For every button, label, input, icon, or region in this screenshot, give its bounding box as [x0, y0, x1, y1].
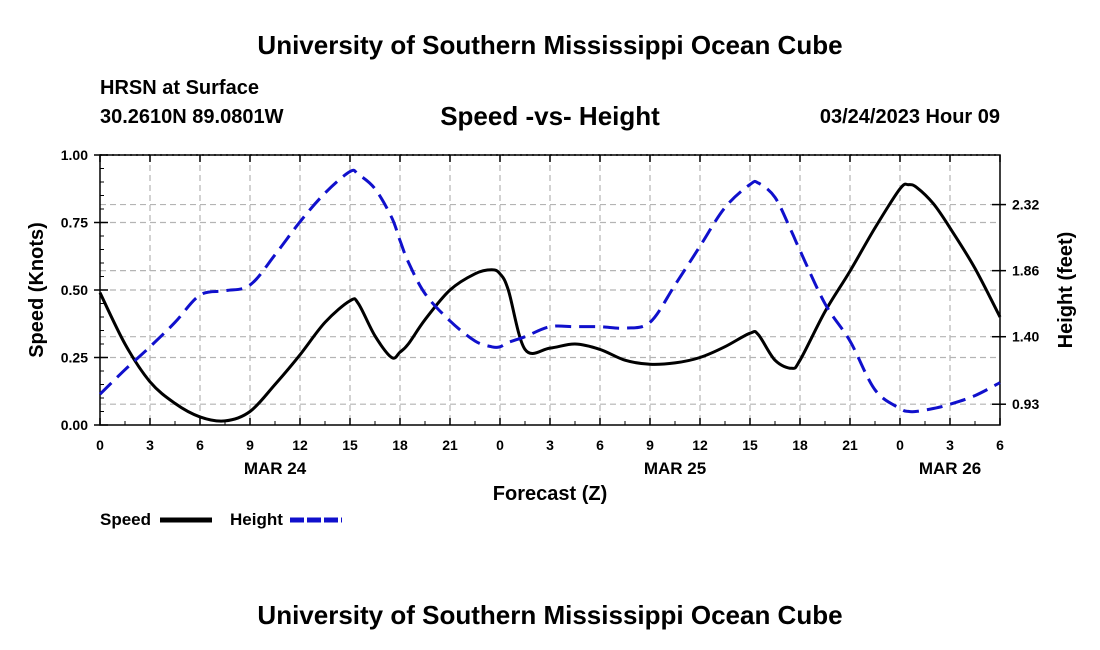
legend: Speed Height [100, 510, 342, 529]
date-label: MAR 26 [919, 459, 981, 478]
main-title: University of Southern Mississippi Ocean… [257, 30, 843, 60]
forecast-timestamp: 03/24/2023 Hour 09 [819, 106, 1000, 128]
x-tick-label: 0 [496, 437, 504, 453]
x-axis-title: Forecast (Z) [493, 483, 607, 505]
x-tick-label: 21 [442, 437, 458, 453]
series [98, 168, 1002, 423]
x-tick-label: 6 [196, 437, 204, 453]
x-tick-label: 3 [946, 437, 954, 453]
y-right-tick-label: 1.86 [1012, 263, 1039, 279]
series-line-speed [98, 182, 1002, 423]
y-right-tick-label: 1.40 [1012, 329, 1039, 345]
y-left-tick-label: 1.00 [61, 147, 88, 163]
x-tick-label: 18 [392, 437, 408, 453]
x-tick-label: 0 [896, 437, 904, 453]
x-tick-label: 0 [96, 437, 104, 453]
date-label: MAR 25 [644, 459, 706, 478]
grid [100, 154, 1000, 425]
x-tick-label: 3 [546, 437, 554, 453]
x-tick-label: 18 [792, 437, 808, 453]
y-right-tick-label: 2.32 [1012, 197, 1039, 213]
station-label: HRSN at Surface [100, 77, 259, 99]
x-tick-label: 9 [246, 437, 254, 453]
x-tick-label: 9 [646, 437, 654, 453]
legend-label-height: Height [230, 510, 283, 529]
x-tick-label: 15 [742, 437, 758, 453]
x-tick-label: 15 [342, 437, 358, 453]
x-tick-label: 6 [596, 437, 604, 453]
chart-title: Speed -vs- Height [440, 101, 660, 131]
axis-ticks [94, 154, 1006, 426]
y-right-tick-label: 0.93 [1012, 396, 1039, 412]
footer-title: University of Southern Mississippi Ocean… [257, 600, 843, 630]
y-left-tick-label: 0.50 [61, 282, 88, 298]
x-tick-label: 21 [842, 437, 858, 453]
y-left-tick-label: 0.75 [61, 215, 88, 231]
axis-labels: 0 3 6 9 12 15 18 21 0 3 6 9 12 15 18 21 0 3 6 MAR 24 MAR 25 M… [26, 147, 1077, 505]
coordinates-label: 30.2610N 89.0801W [100, 106, 284, 128]
x-tick-label: 12 [292, 437, 308, 453]
y-left-tick-label: 0.00 [61, 417, 88, 433]
y-left-tick-label: 0.25 [61, 350, 88, 366]
y-right-axis-title: Height (feet) [1055, 232, 1077, 349]
legend-label-speed: Speed [100, 510, 151, 529]
series-line-height [98, 168, 1001, 414]
x-tick-label: 12 [692, 437, 708, 453]
y-left-axis-title: Speed (Knots) [26, 222, 48, 358]
date-label: MAR 24 [244, 459, 307, 478]
x-tick-label: 6 [996, 437, 1004, 453]
x-tick-label: 3 [146, 437, 154, 453]
